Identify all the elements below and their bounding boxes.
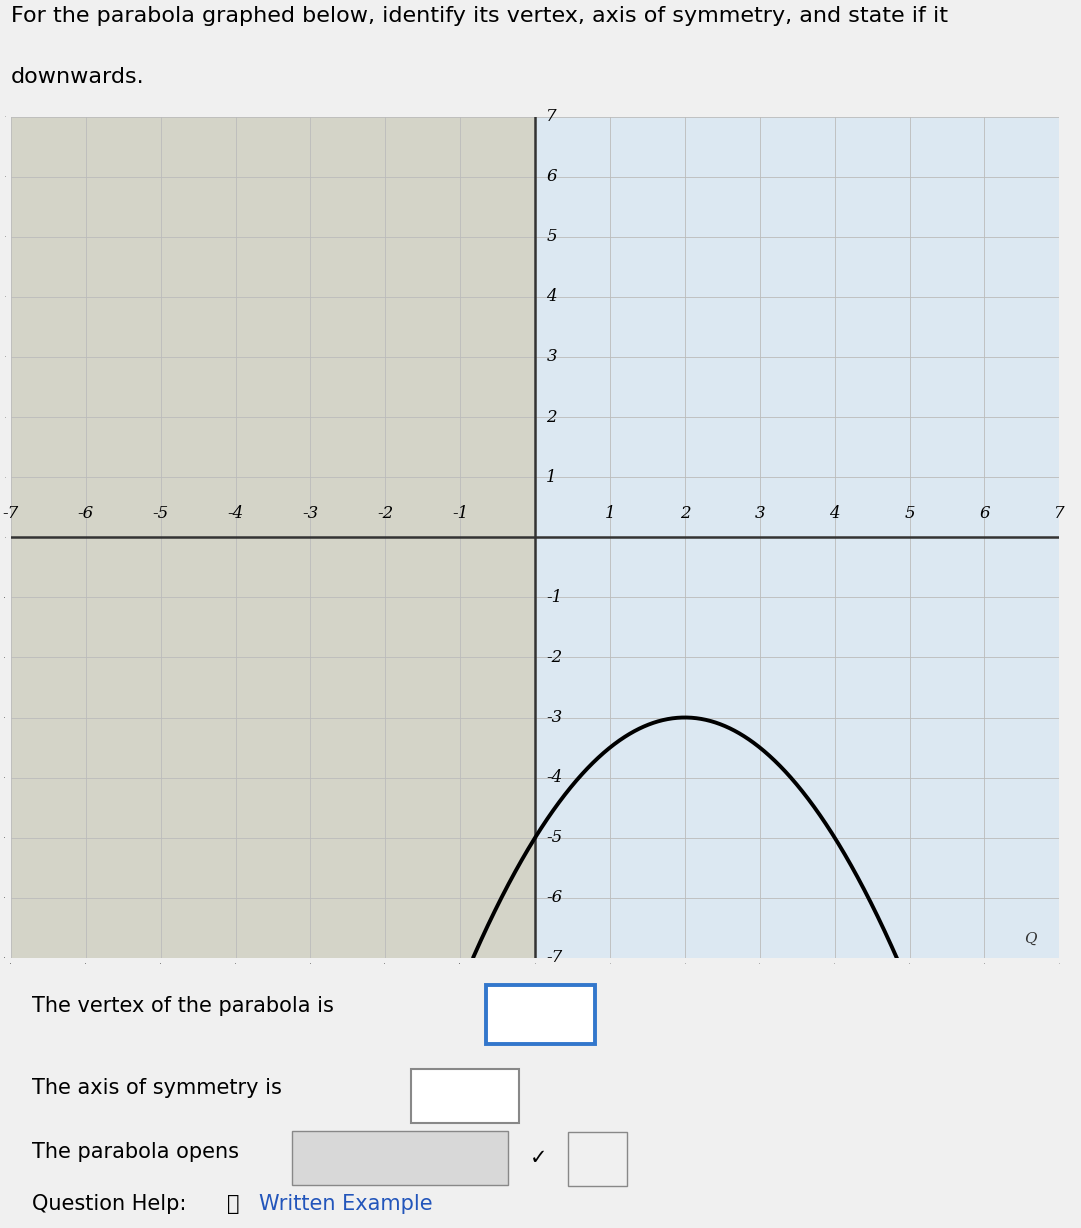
- Text: Written Example: Written Example: [259, 1194, 433, 1213]
- Text: downwards.: downwards.: [11, 66, 145, 87]
- Text: -3: -3: [303, 505, 319, 522]
- Text: -1: -1: [546, 589, 562, 605]
- Text: For the parabola graphed below, identify its vertex, axis of symmetry, and state: For the parabola graphed below, identify…: [11, 6, 948, 26]
- Text: -7: -7: [546, 949, 562, 966]
- Text: -2: -2: [546, 648, 562, 666]
- Text: 5: 5: [905, 505, 915, 522]
- Text: -7: -7: [2, 505, 19, 522]
- Text: Q: Q: [1025, 932, 1037, 946]
- Text: -5: -5: [152, 505, 169, 522]
- Text: -4: -4: [227, 505, 243, 522]
- Text: 5: 5: [546, 228, 557, 246]
- Bar: [11, 117, 535, 958]
- Text: 1: 1: [546, 469, 557, 485]
- Text: 7: 7: [1054, 505, 1065, 522]
- Text: 🖹: 🖹: [227, 1194, 240, 1213]
- FancyBboxPatch shape: [411, 1068, 519, 1122]
- Text: 6: 6: [546, 168, 557, 185]
- Text: 3: 3: [755, 505, 765, 522]
- Text: Question Help:: Question Help:: [32, 1194, 187, 1213]
- Text: The axis of symmetry is: The axis of symmetry is: [32, 1077, 282, 1098]
- Text: -1: -1: [452, 505, 468, 522]
- FancyBboxPatch shape: [568, 1132, 627, 1186]
- Text: 6: 6: [979, 505, 990, 522]
- FancyBboxPatch shape: [292, 1131, 508, 1185]
- Text: -6: -6: [546, 889, 562, 906]
- Text: 4: 4: [546, 289, 557, 306]
- Text: ✓: ✓: [530, 1148, 547, 1168]
- FancyBboxPatch shape: [486, 985, 595, 1044]
- Text: -2: -2: [377, 505, 393, 522]
- Text: The vertex of the parabola is: The vertex of the parabola is: [32, 996, 334, 1017]
- Text: 4: 4: [829, 505, 840, 522]
- Text: 3: 3: [546, 349, 557, 366]
- Text: The parabola opens: The parabola opens: [32, 1142, 239, 1163]
- Text: -6: -6: [78, 505, 94, 522]
- Text: downwards: downwards: [303, 1148, 405, 1167]
- Text: -5: -5: [546, 829, 562, 846]
- Text: -4: -4: [546, 769, 562, 786]
- Text: σ⁶: σ⁶: [588, 1151, 605, 1168]
- Text: 2: 2: [680, 505, 690, 522]
- Text: 7: 7: [546, 108, 557, 125]
- Text: 2: 2: [546, 409, 557, 426]
- Text: ▼: ▼: [486, 1151, 497, 1165]
- Text: 1: 1: [604, 505, 615, 522]
- Text: -3: -3: [546, 709, 562, 726]
